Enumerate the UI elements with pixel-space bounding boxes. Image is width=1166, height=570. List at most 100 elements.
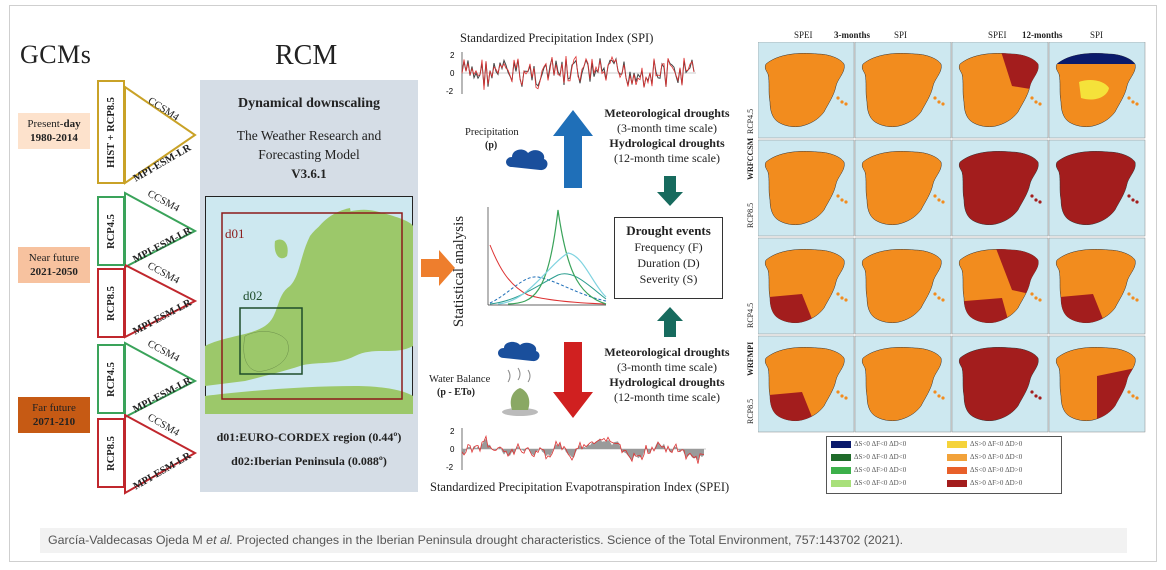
period-near-years: 2021-2050 [30, 266, 78, 278]
legend-item: ΔS<0 ΔF>0 ΔD<0 [831, 466, 906, 475]
rcm-title: RCM [275, 40, 338, 71]
maps-grid [758, 42, 1146, 433]
legend-item: ΔS<0 ΔF<0 ΔD>0 [831, 479, 906, 488]
events-title: Drought events [626, 223, 711, 238]
water-balance-symbol: (p - ETo) [437, 387, 475, 398]
rcm-model-line2: Forecasting Model [258, 147, 360, 162]
spei-axis-neg2: -2 [446, 463, 454, 472]
europe-map: d01 d02 [205, 196, 413, 414]
triangle-hist [124, 85, 197, 185]
col-label-4: SPI [1090, 30, 1104, 40]
rcm-panel: Dynamical downscaling The Weather Resear… [200, 80, 418, 492]
legend-item: ΔS>0 ΔF<0 ΔD>0 [947, 440, 1022, 449]
scenario-hist-label: HIST + RCP8.5 [105, 96, 117, 168]
met-scale-bottom: (3-month time scale) [617, 360, 717, 374]
met-drought-top: Meteorological droughts [604, 106, 730, 120]
spi-title: Standardized Precipitation Index (SPI) [460, 31, 654, 45]
d01-label: d01 [225, 226, 245, 241]
d02-label: d02 [243, 288, 263, 303]
scenario-far-rcp45: RCP4.5 [97, 344, 125, 414]
event-severity: Severity (S) [639, 272, 698, 286]
hdr-12-months: 12-months [1022, 30, 1063, 40]
period-far-label: Far future [32, 402, 76, 414]
iberia-map [1048, 42, 1146, 139]
hyd-scale-top: (12-month time scale) [614, 151, 720, 165]
iberia-map [951, 42, 1049, 139]
spei-title: Standardized Precipitation Evapotranspir… [430, 480, 730, 494]
rcm-model: The Weather Research and Forecasting Mode… [200, 126, 418, 164]
row-group-a: WRFCCSM [746, 137, 755, 180]
scenario-near-rcp45: RCP4.5 [97, 196, 125, 266]
legend-item: ΔS<0 ΔF<0 ΔD<0 [831, 440, 906, 449]
spi-axis-2: 2 [450, 51, 455, 60]
iberia-map [758, 237, 855, 335]
met-drought-bottom: Meteorological droughts [604, 345, 730, 359]
scenario-far-rcp85: RCP8.5 [97, 418, 125, 488]
iberia-map [951, 237, 1049, 335]
period-present-years: 1980-2014 [30, 132, 78, 144]
plant-icon [510, 388, 530, 410]
col-label-3: SPEI [988, 30, 1007, 40]
citation-caption: García-Valdecasas Ojeda M et al. Project… [40, 528, 1127, 553]
map-legend: ΔS<0 ΔF<0 ΔD<0 ΔS>0 ΔF<0 ΔD<0 ΔS<0 ΔF>0 … [826, 436, 1062, 494]
hyd-drought-top: Hydrological droughts [609, 136, 725, 150]
triangle-far-rcp85 [124, 413, 198, 495]
period-present-label: Present- [27, 118, 64, 130]
triangle-far-rcp45 [124, 341, 198, 419]
iberia-map [758, 335, 855, 433]
water-balance-label: Water Balance [429, 374, 491, 385]
col-label-1: SPEI [794, 30, 813, 40]
row-label-1: RCP4.5 [746, 108, 755, 134]
row-group-b: WRFMPI [746, 341, 755, 376]
precip-label: Precipitation [465, 127, 519, 138]
d01-desc: d01:EURO-CORDEX region (0.44º) [216, 430, 402, 444]
met-scale-top: (3-month time scale) [617, 121, 717, 135]
cloud-icon [506, 149, 548, 171]
iberia-map [1048, 335, 1146, 433]
triangle-near-rcp85 [124, 263, 198, 339]
col-label-2: SPI [894, 30, 908, 40]
rcm-heading: Dynamical downscaling [238, 96, 380, 111]
orange-arrow-icon [421, 250, 455, 286]
domain-d01-box [221, 212, 403, 400]
iberia-map [854, 237, 952, 335]
rcm-version: V3.6.1 [291, 166, 327, 181]
scenario-near-rcp85: RCP8.5 [97, 268, 125, 338]
iberia-map [1048, 139, 1146, 237]
down-arrow-icon [553, 342, 593, 418]
top-drought-labels: Meteorological droughts (3-month time sc… [596, 106, 738, 166]
drought-events-box: Drought events Frequency (F) Duration (D… [614, 217, 723, 299]
period-near-label: Near future [28, 252, 80, 264]
stat-analysis-label: Statistical analysis [451, 215, 467, 328]
legend-item: ΔS<0 ΔF>0 ΔD>0 [947, 466, 1022, 475]
iberia-map [951, 139, 1049, 237]
period-far: Far future 2071-210 [18, 397, 90, 433]
row-label-4: RCP8.5 [746, 398, 755, 424]
caption-author: García-Valdecasas Ojeda M [48, 533, 207, 547]
iberia-map [951, 335, 1049, 433]
hyd-drought-bottom: Hydrological droughts [609, 375, 725, 389]
scenario-near-rcp45-label: RCP4.5 [105, 213, 117, 249]
period-near: Near future 2021-2050 [18, 247, 90, 283]
spi-axis-0: 0 [450, 69, 455, 78]
teal-up-arrow-icon [657, 307, 683, 337]
teal-down-arrow-icon [657, 176, 683, 206]
legend-item: ΔS>0 ΔF>0 ΔD<0 [947, 453, 1022, 462]
scenario-far-rcp45-label: RCP4.5 [105, 361, 117, 397]
row-label-3: RCP4.5 [746, 302, 755, 328]
triangle-near-rcp45 [124, 191, 198, 269]
stat-analysis: Statistical analysis [449, 205, 469, 340]
scenario-hist-rcp85: HIST + RCP8.5 [97, 80, 125, 184]
d02-desc: d02:Iberian Peninsula (0.088º) [231, 454, 387, 468]
spei-axis-0: 0 [450, 445, 455, 454]
gcm-triangles [124, 85, 198, 495]
hdr-3-months: 3-months [834, 30, 871, 40]
period-far-years: 2071-210 [32, 416, 76, 428]
scenario-near-rcp85-label: RCP8.5 [105, 285, 117, 321]
iberia-map [854, 139, 952, 237]
spi-axis-neg2: -2 [446, 87, 454, 96]
gcm-title: GCMs [20, 40, 92, 69]
iberia-map [1048, 237, 1146, 335]
period-present-day: day [63, 118, 81, 130]
up-arrow-icon [553, 110, 593, 188]
